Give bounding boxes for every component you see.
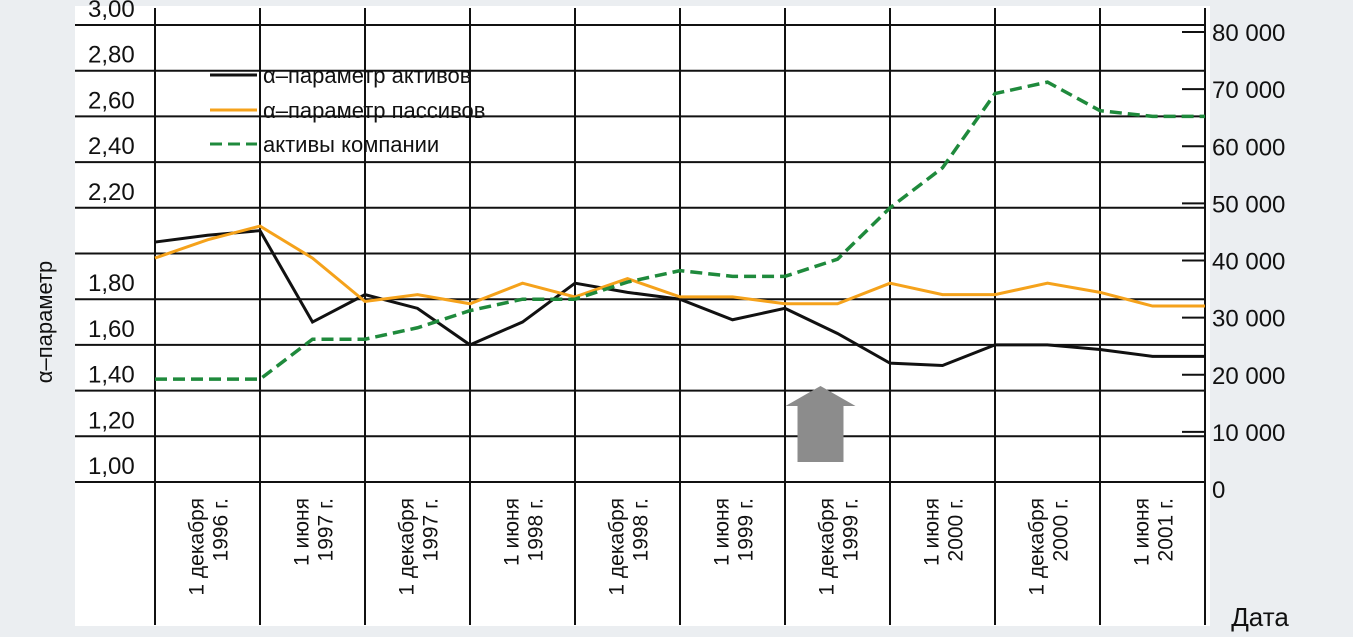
category-label-line: 1 июня: [921, 498, 944, 566]
category-label-line: 1999 г.: [840, 498, 863, 561]
category-label: 1 декабря 1997 г.: [396, 498, 443, 596]
series-lines: [154, 80, 1205, 381]
grid: [75, 8, 1206, 625]
category-label: 1 июня 1998 г.: [501, 498, 548, 566]
category-labels: 1 декабря 1996 г. 1 июня 1997 г. 1 декабря 19…: [186, 498, 1178, 596]
category-label-line: 2000 г.: [945, 498, 968, 561]
right-tick-label: 30 000: [1212, 306, 1285, 333]
category-label-line: 1 июня: [1131, 498, 1154, 566]
category-label-line: 1 декабря: [1026, 498, 1049, 596]
category-label-line: 1997 г.: [420, 498, 443, 561]
series-line: [155, 80, 1205, 381]
category-label-line: 2001 г.: [1155, 498, 1178, 561]
left-tick-label: 1,40: [88, 362, 135, 389]
category-label-line: 1 декабря: [606, 498, 629, 596]
legend-label: α–параметр пассивов: [263, 98, 485, 123]
left-axis-ticks: 1,00 1,20 1,40 1,60 1,80 2,20 2,40 2,60 2,80 3,00: [88, 0, 135, 480]
right-tick-label: 0: [1212, 477, 1225, 504]
category-label-line: 1 июня: [501, 498, 524, 566]
series-line: [154, 229, 1205, 367]
category-label-line: 1999 г.: [735, 498, 758, 561]
category-label: 1 декабря 2000 г.: [1026, 498, 1073, 596]
y-axis-label: α–параметр: [32, 261, 57, 384]
category-label: 1 декабря 1999 г.: [816, 498, 863, 596]
right-tick-label: 20 000: [1212, 363, 1285, 390]
right-axis-ticks: 0 10 000 20 000 30 000 40 000 50 000 60 000 70 …: [1182, 20, 1285, 504]
category-label: 1 декабря 1998 г.: [606, 498, 653, 596]
category-label-line: 1998 г.: [525, 498, 548, 561]
arrow-up-annotation: [785, 386, 856, 463]
category-label-line: 1 июня: [291, 498, 314, 566]
series-line: [154, 224, 1205, 308]
right-tick-label: 70 000: [1212, 77, 1285, 104]
legend-label: α–параметр активов: [263, 63, 471, 88]
category-label-line: 1 декабря: [186, 498, 209, 596]
legend: α–параметр активов α–параметр пассивов акт…: [210, 63, 485, 157]
category-label-line: 1 декабря: [816, 498, 839, 596]
left-tick-label: 1,00: [88, 453, 135, 480]
category-label: 1 декабря 1996 г.: [186, 498, 233, 596]
left-tick-label: 1,20: [88, 407, 135, 434]
category-label-line: 1996 г.: [210, 498, 233, 561]
category-label-line: 1997 г.: [315, 498, 338, 561]
annotations: [785, 386, 856, 463]
category-label: 1 июня 2000 г.: [921, 498, 968, 566]
left-tick-label: 3,00: [88, 0, 135, 23]
right-tick-label: 50 000: [1212, 191, 1285, 218]
left-tick-label: 2,40: [88, 133, 135, 160]
x-axis-label: Дата: [1231, 602, 1289, 632]
left-tick-label: 1,60: [88, 316, 135, 343]
legend-label: активы компании: [263, 132, 439, 157]
right-tick-label: 10 000: [1212, 420, 1285, 447]
category-label-line: 1998 г.: [630, 498, 653, 561]
left-tick-label: 2,60: [88, 87, 135, 114]
category-label-line: 1 июня: [711, 498, 734, 566]
left-tick-label: 1,80: [88, 270, 135, 297]
right-tick-label: 40 000: [1212, 249, 1285, 276]
right-tick-label: 60 000: [1212, 134, 1285, 161]
category-label-line: 1 декабря: [396, 498, 419, 596]
category-label: 1 июня 1999 г.: [711, 498, 758, 566]
left-tick-label: 2,80: [88, 42, 135, 69]
category-label: 1 июня 1997 г.: [291, 498, 338, 566]
plot-panel: [75, 6, 1210, 626]
category-label-line: 2000 г.: [1050, 498, 1073, 561]
category-label: 1 июня 2001 г.: [1131, 498, 1178, 566]
right-tick-label: 80 000: [1212, 20, 1285, 47]
left-tick-label: 2,20: [88, 179, 135, 206]
